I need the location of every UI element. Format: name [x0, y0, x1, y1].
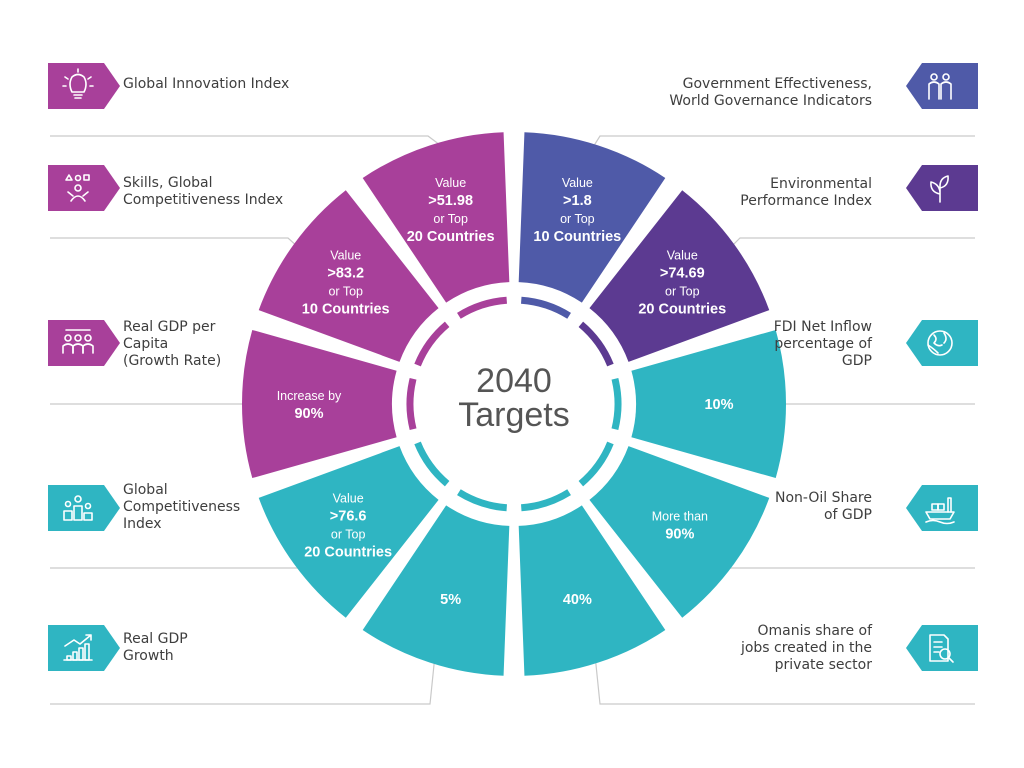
inner-ring-arc — [578, 321, 614, 367]
seg-real-gdp-growth — [362, 505, 510, 676]
segment-value-text: 20 Countries — [407, 229, 495, 245]
center-title-year: 2040 — [476, 362, 552, 400]
segment-value-text: 20 Countries — [304, 544, 392, 560]
connector-line-right — [709, 547, 975, 569]
segment-value-text: 10% — [704, 397, 733, 413]
segment-value-text: 90% — [665, 526, 694, 542]
connector-line-right — [594, 654, 975, 705]
people-group-icon — [48, 320, 120, 370]
inner-ring-arc — [457, 296, 508, 319]
center-title-targets: Targets — [458, 396, 570, 434]
segment-value-text: 5% — [440, 592, 461, 608]
segment-value-text: or Top — [331, 527, 366, 541]
inner-ring-arc — [578, 441, 614, 487]
segment-value-text: Value — [667, 249, 698, 263]
document-search-icon — [906, 625, 978, 675]
indicator-label-environmental: Environmental Performance Index — [740, 176, 872, 209]
indicator-label-real-gdp-growth: Real GDP Growth — [123, 631, 188, 664]
segment-value-text: 90% — [294, 406, 323, 422]
inner-ring-arc — [611, 377, 622, 431]
connector-line-left — [50, 135, 461, 161]
segment-value-text: 10 Countries — [302, 302, 390, 318]
seg-gov-effectiveness — [518, 132, 666, 303]
connector-line-right — [584, 135, 975, 161]
segment-value-text: Value — [333, 491, 364, 505]
segment-value-text: 40% — [563, 592, 592, 608]
segment-value-text: or Top — [328, 285, 363, 299]
seg-global-competitiveness — [258, 446, 439, 618]
segment-value-text: >51.98 — [428, 193, 473, 209]
segment-value-text: >74.69 — [660, 266, 705, 282]
segment-value-text: Value — [435, 176, 466, 190]
segment-value-text: Value — [562, 176, 593, 190]
growth-chart-icon — [48, 625, 120, 675]
seg-non-oil — [589, 446, 770, 618]
segment-value-text: or Top — [560, 212, 595, 226]
skills-person-icon — [48, 165, 120, 215]
segment-value-text: Increase by — [277, 389, 342, 403]
segment-value-text: >1.8 — [563, 193, 592, 209]
plant-icon — [906, 165, 978, 215]
indicator-label-non-oil: Non-Oil Share of GDP — [774, 490, 872, 523]
seg-global-innovation — [362, 132, 510, 303]
indicator-label-global-innovation: Global Innovation Index — [123, 76, 290, 92]
segment-value-text: or Top — [433, 212, 468, 226]
seg-real-gdp-per-capita — [241, 329, 397, 479]
segment-value-text: 20 Countries — [638, 302, 726, 318]
inner-ring-arc — [414, 321, 450, 367]
lightbulb-icon — [48, 63, 120, 113]
indicator-label-skills: Skills, Global Competitiveness Index — [123, 175, 284, 208]
inner-ring-arc — [520, 296, 571, 319]
segment-value-text: More than — [652, 509, 708, 523]
seg-omanis-share — [518, 505, 666, 676]
podium-icon — [48, 485, 120, 535]
inner-ring-arc — [414, 441, 450, 487]
segment-value-text: Value — [330, 249, 361, 263]
seg-environmental — [589, 190, 770, 362]
indicator-label-global-competitiveness: Global Competitiveness Index — [123, 482, 241, 532]
indicator-label-real-gdp-per-capita: Real GDP per Capita (Growth Rate) — [123, 319, 222, 369]
cargo-ship-icon — [906, 485, 978, 535]
connector-line-left — [50, 237, 311, 259]
segment-value-text: or Top — [665, 285, 700, 299]
indicator-label-omanis-share: Omanis share of jobs created in the priv… — [740, 623, 872, 673]
segment-value-text: 10 Countries — [533, 229, 621, 245]
indicator-label-government-effectiveness: Government Effectiveness, World Governan… — [669, 76, 872, 109]
connector-line-right — [719, 237, 975, 259]
indicator-label-fdi: FDI Net Inflow percentage of GDP — [773, 319, 872, 369]
seg-skills — [258, 190, 439, 362]
connector-line-left — [50, 654, 436, 705]
seg-fdi — [631, 329, 786, 479]
globe-icon — [906, 320, 978, 370]
inner-ring-arc — [457, 489, 508, 512]
segment-value-text: >83.2 — [327, 266, 364, 282]
inner-ring-arc — [406, 377, 417, 431]
inner-ring-arc — [520, 489, 571, 512]
officials-icon — [906, 63, 978, 113]
segment-value-text: >76.6 — [330, 508, 367, 524]
connector-line-left — [50, 547, 321, 569]
